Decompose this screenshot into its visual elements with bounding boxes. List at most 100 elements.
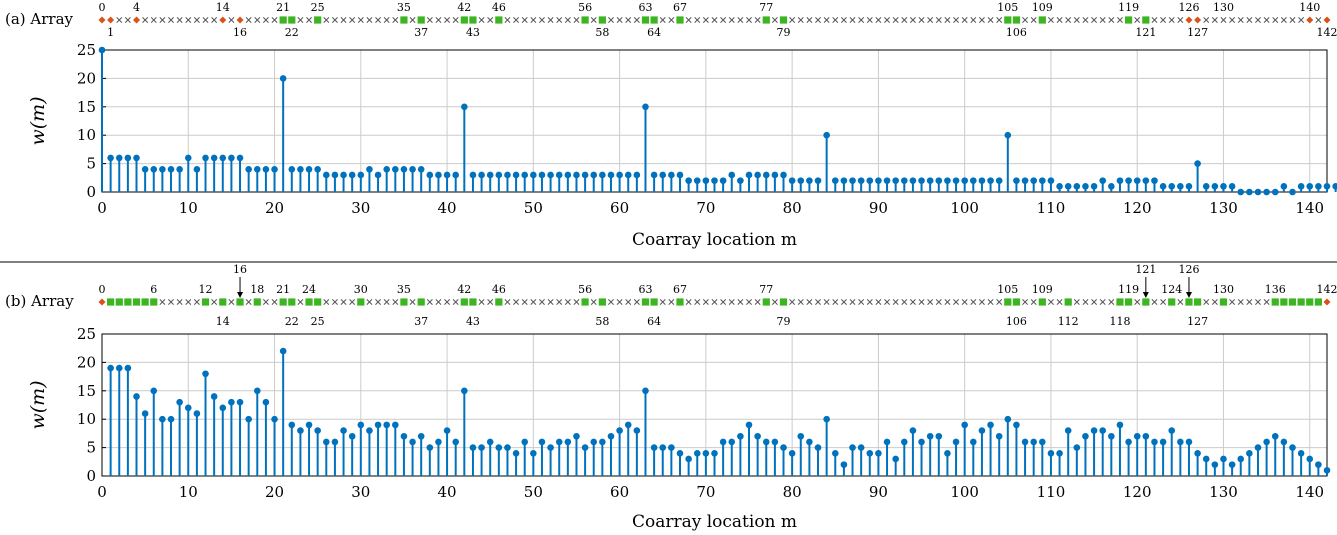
array-bottom-label: 22 [285,315,299,328]
array-top-label: 35 [397,283,411,296]
sensor-marker [107,16,115,24]
stem-point [633,427,641,434]
stem-point [1194,160,1201,167]
stem-point [642,103,649,111]
array-bottom-label: 14 [216,315,230,328]
empty-marker [935,17,942,23]
array-top-label: 0 [99,283,106,296]
stem-point [1297,183,1305,190]
stem-point [1125,177,1132,184]
stem-point [435,438,442,446]
x-tick-label: 20 [265,483,284,501]
stem-point [1082,183,1089,190]
array-top-label: 119 [1118,283,1139,296]
empty-marker [633,17,640,23]
array-marker [1271,298,1279,306]
stem-point [650,444,658,451]
array-marker [1306,298,1314,306]
y-axis-label: w(m) [27,380,49,429]
empty-marker [297,299,304,305]
empty-marker [927,17,934,23]
stem-point [133,393,140,400]
stem-point [900,177,908,184]
stem-point [115,154,123,162]
stem-point [1280,438,1288,446]
panel-b: 0 10 20 30 40 50 60 70 80 90 100 110 120 130 140051015… [5,263,1337,532]
stem-point [676,171,684,179]
array-bottom-label: 43 [466,26,480,39]
stem-point [1177,183,1184,190]
array-bottom-label: 64 [647,26,661,39]
empty-marker [211,17,218,23]
stem-point [305,165,313,173]
y-axis-label: w(m) [27,96,49,145]
stem-point [1202,455,1210,463]
stem-point [1237,455,1245,463]
empty-marker [487,299,494,305]
stem-point [1237,188,1245,196]
stem-point [1220,455,1227,463]
stem-point [590,171,598,179]
stem-point [926,177,934,184]
array-marker [357,298,365,306]
plot-frame [101,49,1328,193]
empty-marker [909,17,916,23]
empty-marker [539,299,545,305]
empty-marker [306,17,312,23]
stem-point [288,165,296,173]
empty-marker [728,299,735,305]
empty-marker [1047,299,1054,305]
empty-marker [366,17,373,23]
array-bottom-label: 16 [233,26,247,39]
array-bottom-label: 1 [107,26,114,39]
stem-point [547,444,554,451]
stem-point [219,154,227,162]
empty-marker [176,17,183,23]
empty-marker [116,17,123,23]
stem-point [978,427,986,434]
stem-point [952,438,960,446]
stem-point [866,449,874,457]
empty-marker [702,17,709,23]
array-top-label: 6 [150,283,157,296]
array-top-label: 67 [673,1,687,14]
stem-point [184,154,192,162]
stem-point [1315,461,1322,468]
empty-marker [1263,17,1270,23]
stem-point [1056,449,1063,457]
array-marker [1116,298,1124,306]
stem-point [236,398,244,406]
empty-marker [987,17,994,23]
array-marker [460,16,468,24]
stem-point [1220,183,1227,190]
stem-point [340,427,347,434]
x-tick-label: 40 [438,199,457,217]
empty-marker [927,299,934,305]
y-tick-label: 25 [77,41,96,59]
stem-point [581,171,589,179]
stem-point [1039,438,1046,446]
stem-point [1056,183,1063,190]
stem-point [530,171,537,179]
stem-point [184,404,192,412]
stem-point [702,449,710,457]
array-marker [314,16,322,24]
empty-marker [754,17,761,23]
array-bottom-label: 37 [414,315,428,328]
stem-point [228,154,235,162]
stem-point [909,427,917,434]
empty-marker [426,299,433,305]
empty-marker [875,17,882,23]
stem-point [659,171,667,179]
stem-point [831,177,839,184]
stem-point [1211,461,1219,468]
empty-marker [815,17,821,23]
stem-point [581,444,589,451]
stem-point [133,154,140,162]
empty-marker [633,299,640,305]
stem-point [555,438,563,446]
stem-point [668,444,675,451]
stem-point [737,177,744,184]
array-marker [253,298,261,306]
stem-point [469,444,477,451]
